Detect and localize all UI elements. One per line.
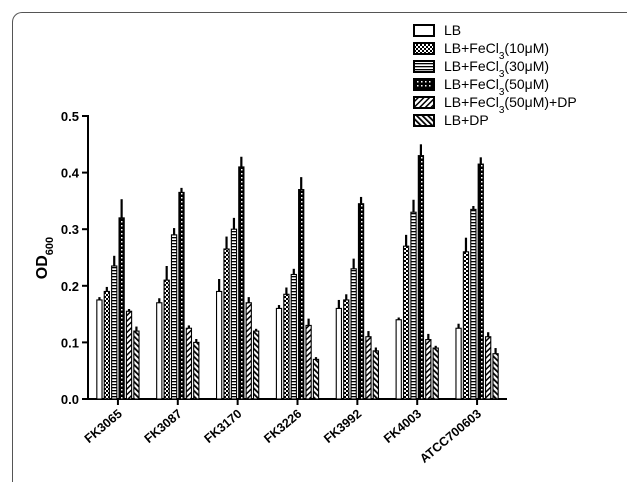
- bar-group-FK3170: [215, 156, 260, 400]
- bar: [372, 350, 380, 400]
- bar: [170, 234, 178, 400]
- x-tick-label: FK3170: [201, 407, 244, 446]
- figure-frame: [12, 12, 627, 482]
- bar: [133, 330, 140, 400]
- bar: [462, 251, 470, 400]
- bar: [185, 327, 193, 400]
- bar: [96, 299, 103, 400]
- bar: [432, 347, 439, 400]
- bar: [103, 290, 110, 400]
- bar-group-FK3226: [275, 177, 320, 400]
- bar: [335, 307, 343, 400]
- bar: [402, 245, 410, 400]
- bar: [223, 248, 230, 400]
- bar: [290, 273, 297, 400]
- legend-swatch: [413, 96, 435, 109]
- legend-item: LB+FeCl3(50μM)+DP: [413, 94, 577, 116]
- bar-group-ATCC700603: [455, 157, 499, 400]
- bar: [477, 163, 484, 400]
- x-tick-label: ATCC700603: [417, 407, 484, 466]
- bar: [156, 302, 163, 400]
- legend-swatch: [413, 114, 435, 127]
- y-tick-label: 0.4: [61, 166, 80, 181]
- bar-group-FK3065: [96, 199, 140, 400]
- bars: [96, 144, 499, 400]
- bar: [470, 208, 477, 400]
- y-tick-label: 0.0: [61, 392, 79, 407]
- x-tick-label: FK3065: [82, 407, 125, 446]
- y-axis-label-main: OD: [34, 255, 51, 279]
- y-axis-label: OD600: [34, 237, 56, 279]
- bar: [125, 310, 133, 400]
- bar: [305, 324, 312, 400]
- bar: [193, 341, 200, 400]
- bar: [111, 265, 118, 400]
- legend-label: LB+FeCl3(50μM)+DP: [444, 94, 577, 116]
- bar: [230, 228, 238, 400]
- y-tick-label: 0.5: [61, 109, 79, 124]
- bar: [312, 358, 320, 400]
- legend-item: LB+DP: [413, 112, 489, 128]
- bar: [350, 268, 357, 400]
- legend-item: LB+FeCl3(50μM): [413, 76, 549, 98]
- bar: [425, 339, 432, 400]
- bar: [283, 293, 290, 400]
- bar: [343, 299, 350, 400]
- legend-label: LB: [444, 22, 461, 38]
- bar: [275, 307, 283, 400]
- x-axis: FK3065 FK3087 FK3170 FK3226 FK3992 FK4003ATCC…: [82, 398, 507, 466]
- x-tick-label: FK4003: [381, 407, 424, 446]
- legend-item: LB: [413, 22, 461, 38]
- bar: [410, 211, 417, 400]
- bar: [357, 203, 365, 400]
- bar: [245, 302, 252, 400]
- y-tick-label: 0.2: [61, 279, 79, 294]
- legend: LBLB+FeCl3(10μM)LB+FeCl3(30μM)LB+FeCl3(5…: [413, 22, 577, 128]
- bar: [118, 217, 125, 400]
- legend-label: LB+FeCl3(30μM): [444, 58, 549, 80]
- bar: [215, 290, 223, 400]
- legend-swatch: [413, 78, 435, 91]
- x-tick-label: FK3226: [261, 407, 304, 446]
- bar: [238, 166, 245, 400]
- legend-label: LB+FeCl3(10μM): [444, 40, 549, 62]
- x-tick-label: FK3992: [321, 407, 364, 446]
- bar: [178, 191, 185, 400]
- y-axis-label-subscript: 600: [44, 237, 56, 255]
- svg-text:OD600: OD600: [34, 237, 56, 279]
- bar: [485, 336, 492, 400]
- legend-swatch: [413, 42, 435, 55]
- legend-label: LB+DP: [444, 112, 489, 128]
- bar: [417, 155, 425, 400]
- legend-item: LB+FeCl3(30μM): [413, 58, 549, 80]
- bar: [455, 327, 462, 400]
- legend-item: LB+FeCl3(10μM): [413, 40, 549, 62]
- bar: [492, 353, 499, 400]
- bar: [252, 330, 260, 400]
- bar: [298, 189, 305, 400]
- y-axis: 0.0 0.1 0.2 0.3 0.4 0.5: [61, 109, 89, 407]
- x-tick-label: FK3087: [142, 407, 185, 446]
- bar: [395, 319, 402, 400]
- bar: [163, 279, 170, 400]
- bar-group-FK4003: [395, 144, 439, 400]
- y-tick-label: 0.3: [61, 222, 79, 237]
- bar: [365, 336, 372, 400]
- bar-group-FK3087: [156, 187, 200, 400]
- y-tick-label: 0.1: [61, 335, 79, 350]
- legend-swatch: [413, 60, 435, 73]
- legend-label: LB+FeCl3(50μM): [444, 76, 549, 98]
- legend-swatch: [413, 24, 435, 37]
- bar-group-FK3992: [335, 196, 380, 400]
